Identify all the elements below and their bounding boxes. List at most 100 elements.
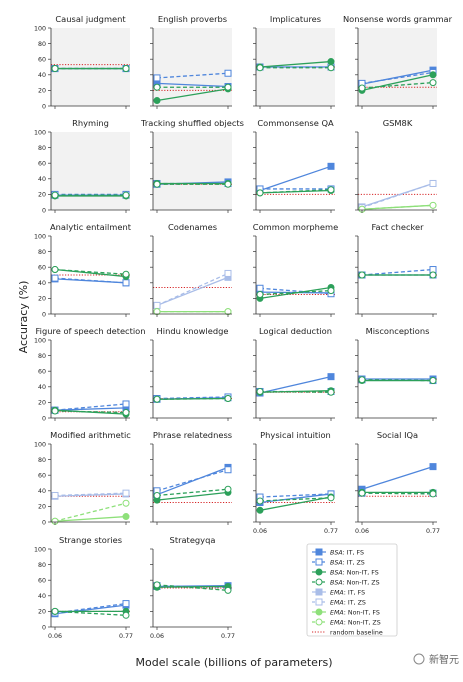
x-tick-label: 0.06: [253, 528, 267, 535]
y-tick-label: 40: [38, 593, 46, 600]
series-ema-nonit-zs: [51, 499, 130, 525]
series-line: [54, 493, 127, 497]
data-point: [224, 485, 232, 493]
subplot: Codenames: [150, 222, 232, 317]
data-point: [153, 301, 161, 309]
x-tick-label: 0.77: [324, 528, 338, 535]
data-point: [224, 83, 232, 91]
subplot-background: [51, 28, 130, 106]
subplot-background: [256, 236, 335, 314]
legend-entry-baseline: random baseline: [312, 629, 383, 636]
data-point: [224, 395, 232, 402]
subplot-background: [51, 340, 130, 418]
series-line: [259, 376, 332, 394]
data-point: [224, 586, 232, 594]
data-point: [327, 186, 335, 194]
legend-marker: [315, 558, 323, 566]
legend-box: [306, 543, 398, 637]
data-point: [51, 407, 59, 415]
subplot-title: Commonsense QA: [257, 118, 334, 128]
subplot-title: Misconceptions: [366, 326, 430, 336]
data-point: [327, 287, 335, 295]
subplot: Strategyqa 0.06 0.77: [150, 535, 235, 640]
y-tick-label: 0: [42, 311, 46, 318]
series-line: [54, 403, 127, 411]
series-bsa-nonit-zs: [358, 489, 437, 498]
data-point: [51, 607, 59, 615]
series-line: [156, 585, 229, 588]
y-tick-label: 60: [38, 161, 46, 168]
series-line: [156, 584, 229, 591]
legend-entry: BSA: Non-IT, ZS: [312, 578, 380, 586]
y-tick-label: 0: [42, 519, 46, 526]
data-point: [327, 64, 335, 72]
subplot-background: [153, 444, 232, 522]
data-point: [327, 494, 335, 502]
data-point: [256, 387, 264, 395]
subplot-background: [153, 28, 232, 106]
series-line: [156, 397, 229, 400]
subplot-title: Physical intuition: [260, 430, 331, 440]
legend-entry: BSA: IT, FS: [312, 548, 364, 556]
data-point: [153, 83, 161, 91]
legend-marker: [315, 598, 323, 606]
subplot: Fact checker: [355, 222, 437, 317]
series-line: [361, 71, 434, 85]
series-bsa-nonit-zs: [51, 266, 130, 278]
series-bsa-nonit-zs: [358, 271, 437, 279]
subplot: English proverbs: [150, 14, 232, 109]
data-point: [153, 97, 161, 105]
series-line: [361, 492, 434, 495]
data-point: [51, 266, 59, 274]
y-tick-label: 80: [38, 353, 46, 360]
legend-marker: [315, 588, 323, 596]
subplot-title: English proverbs: [158, 14, 227, 24]
y-tick-label: 100: [34, 441, 46, 448]
data-point: [51, 274, 59, 282]
series-bsa-nonit-zs: [358, 79, 437, 92]
data-point: [429, 179, 437, 187]
legend-entry: EMA: IT, ZS: [312, 598, 366, 606]
data-point: [122, 270, 130, 278]
subplot-title: Fact checker: [371, 222, 424, 232]
y-tick-label: 20: [38, 504, 46, 511]
y-tick-label: 60: [38, 473, 46, 480]
subplot-title: Analytic entailment: [50, 222, 132, 232]
series-line: [54, 502, 127, 522]
series-line: [156, 72, 229, 79]
x-tick-label: 0.77: [119, 633, 133, 640]
x-tick-label: 0.77: [221, 633, 235, 640]
subplot: Tracking shuffled objects: [140, 118, 244, 213]
data-point: [429, 79, 437, 87]
legend-label: EMA: Non-IT, ZS: [330, 619, 381, 626]
series-line: [361, 204, 434, 210]
series-line: [54, 277, 127, 284]
data-point: [122, 489, 130, 497]
data-point: [224, 269, 232, 277]
y-tick-label: 60: [38, 57, 46, 64]
legend-entry: BSA: Non-IT, FS: [312, 568, 379, 576]
data-point: [358, 376, 366, 384]
subplot-title: Codenames: [168, 222, 217, 232]
data-point: [256, 506, 264, 514]
series-line: [54, 268, 127, 275]
data-point: [327, 58, 335, 66]
subplot: Common morpheme: [253, 222, 338, 317]
subplot-title: Common morpheme: [253, 222, 338, 232]
subplot: Social IQa 0.06 0.77: [355, 430, 440, 535]
legend-entry: EMA: Non-IT, FS: [312, 608, 380, 616]
series-line: [156, 466, 229, 496]
series-line: [156, 488, 229, 497]
y-tick-label: 80: [38, 457, 46, 464]
subplot-background: [153, 340, 232, 418]
subplot-title: Logical deduction: [259, 326, 332, 336]
y-tick-label: 20: [38, 88, 46, 95]
y-tick-label: 40: [38, 280, 46, 287]
data-point: [256, 291, 264, 298]
series-bsa-nonit-zs: [153, 485, 232, 499]
subplot-background: [51, 549, 130, 627]
legend-label: EMA: IT, FS: [330, 589, 365, 596]
subplot-title: Causal judgment: [55, 14, 126, 24]
series-line: [259, 390, 332, 393]
y-tick-label: 100: [34, 129, 46, 136]
